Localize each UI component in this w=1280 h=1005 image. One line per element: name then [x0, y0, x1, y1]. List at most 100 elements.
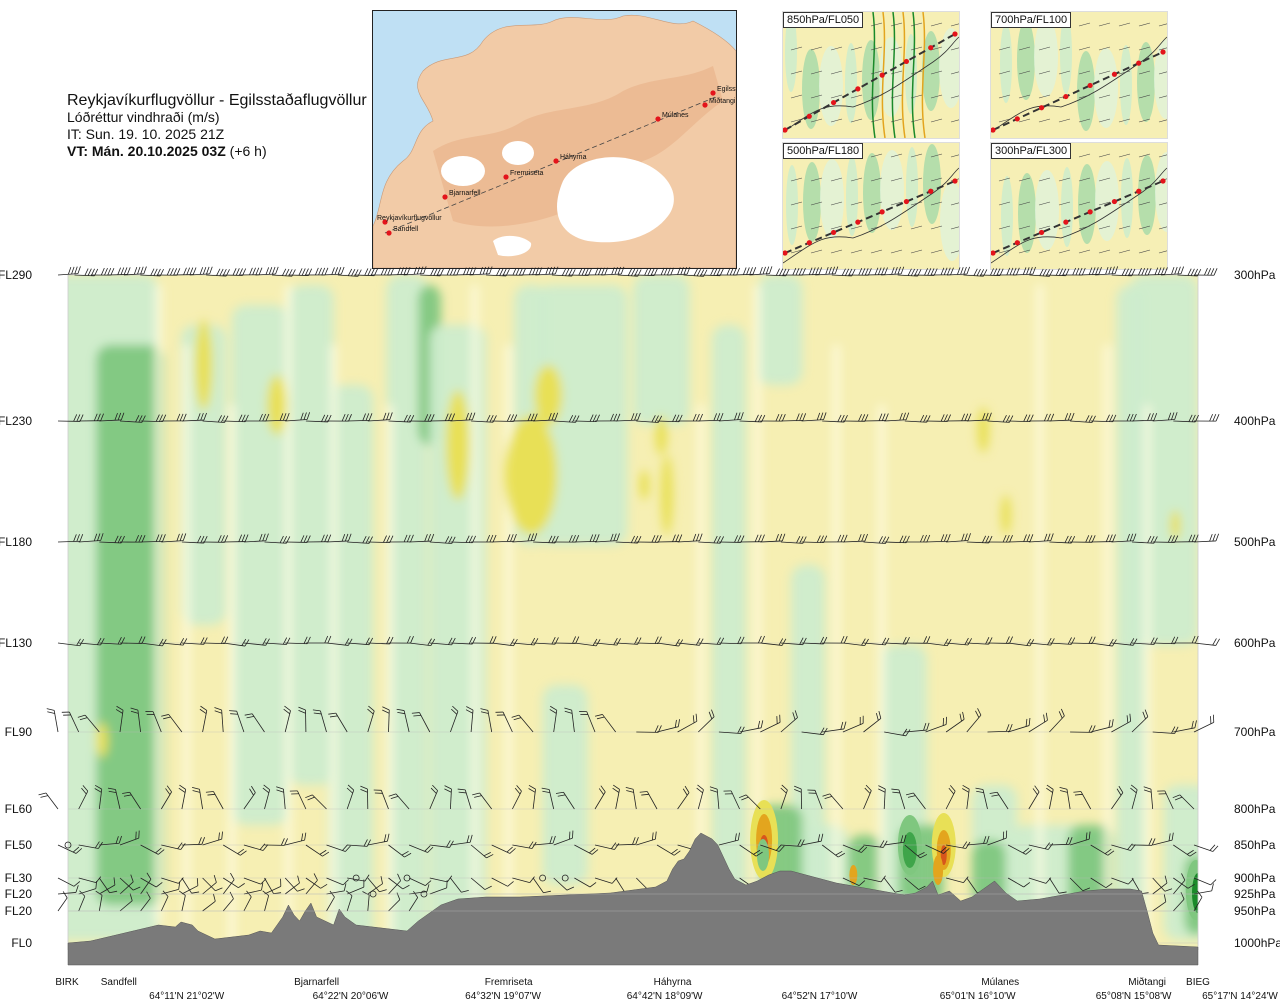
mini-map-label: 700hPa/FL100	[991, 12, 1072, 28]
barb-feather	[1168, 833, 1171, 841]
barb-shaft	[1045, 274, 1066, 277]
barb-feather	[507, 881, 514, 887]
wind-barb	[700, 268, 724, 277]
barb-feather	[674, 719, 677, 728]
barb-feather	[724, 793, 733, 795]
barb-feather	[575, 535, 580, 543]
barb-feather	[129, 893, 133, 901]
barb-feather	[146, 714, 155, 715]
right-axis-label: 925hPa	[1234, 887, 1276, 901]
field-patch	[542, 685, 588, 885]
barb-feather	[1006, 267, 1011, 276]
barb-shaft	[491, 877, 508, 887]
barb-feather	[962, 784, 970, 790]
barb-feather	[77, 266, 81, 274]
wind-barb	[1152, 894, 1167, 912]
wind-barb	[1173, 892, 1185, 912]
barb-feather	[794, 710, 798, 718]
barb-feather	[891, 788, 899, 791]
wind-barb	[718, 412, 744, 422]
barb-shaft	[202, 877, 216, 892]
barb-shaft	[966, 419, 989, 422]
barb-shaft	[479, 792, 493, 810]
barb-feather	[273, 892, 282, 894]
barb-shaft	[161, 844, 181, 850]
mini-map-barb	[1138, 118, 1151, 123]
barb-feather	[796, 413, 800, 421]
barb-shaft	[236, 711, 245, 733]
left-axis-label: FL0	[11, 936, 32, 950]
barb-feather	[221, 535, 225, 543]
mini-map-barb	[930, 249, 943, 254]
wind-barb	[574, 534, 600, 543]
barb-feather	[155, 534, 160, 542]
barb-shaft	[326, 896, 335, 912]
wind-barb	[696, 784, 704, 810]
barb-feather	[709, 786, 718, 790]
mini-map-barb	[1038, 225, 1051, 230]
mini-map-barb	[850, 249, 863, 254]
barb-shaft	[632, 789, 637, 810]
barb-shaft	[1131, 716, 1149, 733]
barb-feather	[678, 534, 683, 542]
mini-map-station-dot	[879, 72, 885, 78]
barb-feather	[626, 790, 634, 793]
barb-feather	[483, 852, 491, 857]
barb-shaft	[1090, 642, 1113, 647]
mini-map-station-dot	[991, 127, 996, 133]
barb-feather	[671, 848, 678, 854]
field-neutral-seam	[878, 405, 885, 950]
wind-barb	[408, 890, 419, 912]
wind-barb	[409, 638, 436, 647]
wind-barb	[1173, 844, 1197, 857]
barb-feather	[282, 413, 287, 421]
barb-feather	[799, 413, 803, 421]
barb-shaft	[801, 541, 824, 544]
wind-barb	[1193, 890, 1203, 912]
wind-barb	[822, 534, 848, 543]
barb-shaft	[1193, 877, 1211, 886]
wind-barb	[1111, 413, 1137, 422]
barb-feather	[631, 268, 636, 277]
barb-feather	[1109, 534, 1113, 542]
barb-feather	[878, 785, 886, 790]
barb-feather	[780, 787, 787, 794]
barb-feather	[401, 850, 409, 856]
wind-barb	[387, 267, 411, 276]
wind-barb	[298, 706, 307, 733]
barb-feather	[138, 415, 143, 423]
barb-feather	[206, 266, 210, 275]
wind-barb	[1173, 720, 1197, 733]
wind-barb	[145, 711, 162, 733]
wind-barb	[95, 890, 103, 912]
barb-feather	[778, 413, 783, 422]
barb-feather	[95, 890, 103, 896]
barb-feather	[461, 890, 469, 893]
barb-feather	[77, 714, 86, 718]
barb-shaft	[140, 540, 163, 543]
barb-feather	[762, 266, 766, 275]
barb-feather	[159, 414, 163, 422]
barb-feather	[879, 840, 885, 848]
map-station-label: Miðtangi	[709, 97, 736, 105]
barb-feather	[216, 268, 221, 276]
barb-feather	[858, 534, 862, 542]
wind-barb	[347, 874, 370, 882]
barb-feather	[957, 267, 961, 275]
barb-shaft	[814, 790, 823, 810]
barb-feather	[263, 784, 270, 790]
barb-feather	[496, 714, 505, 716]
barb-shaft	[904, 877, 919, 890]
wind-barb	[512, 876, 535, 884]
wind-barb	[863, 784, 872, 810]
barb-feather	[410, 534, 414, 543]
barb-feather	[251, 785, 256, 793]
barb-shaft	[45, 792, 59, 810]
barb-feather	[84, 268, 89, 276]
barb-feather	[365, 637, 370, 645]
wind-barb	[178, 784, 187, 810]
bottom-station-label: Háhyrna	[654, 977, 692, 988]
wind-barb	[450, 705, 459, 733]
mini-map-band	[1120, 45, 1132, 125]
wind-barb	[78, 637, 105, 646]
